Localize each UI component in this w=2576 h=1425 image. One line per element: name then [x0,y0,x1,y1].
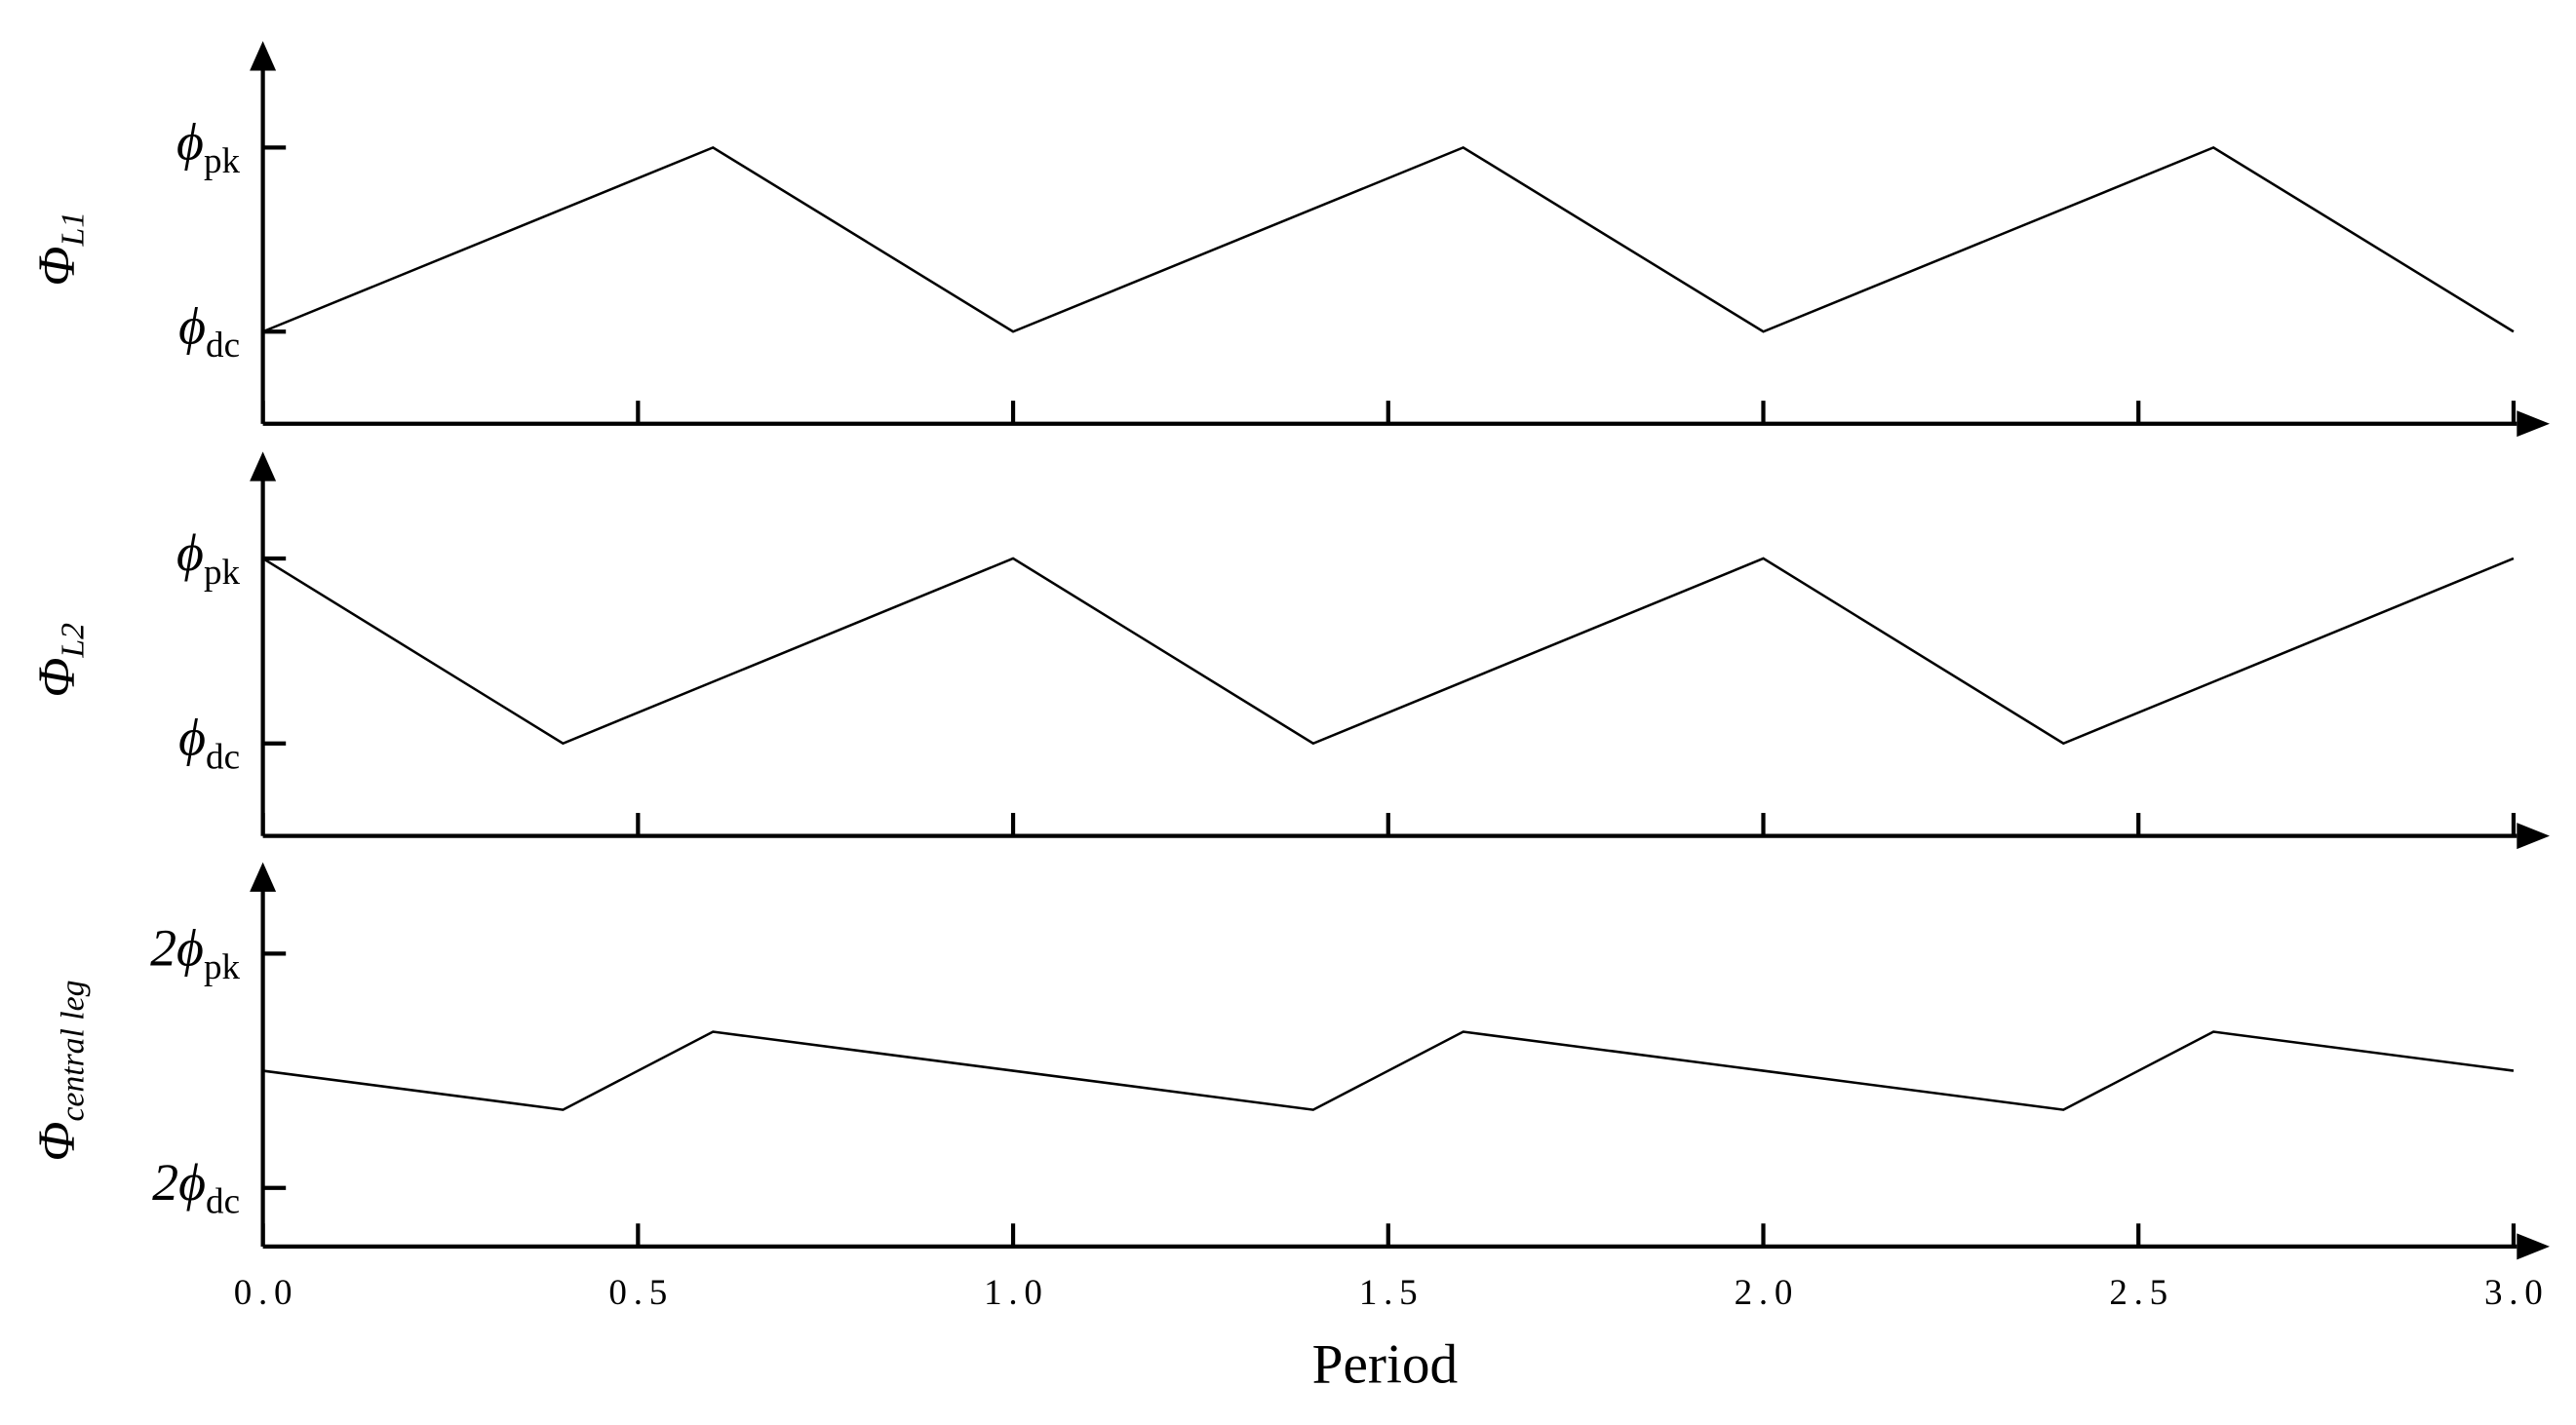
x-tick-label: 1.5 [1359,1273,1425,1313]
y-tick-label: ϕdc [178,709,240,777]
x-axis-arrow [2517,823,2551,850]
y-tick-subscript: pk [204,947,241,987]
y-tick-symbol: ϕ [176,113,204,172]
x-tick-label: 1.0 [984,1273,1049,1313]
data-line [262,1030,2515,1111]
y-axis-label: ΦL2 [27,623,91,698]
y-tick-label: 2ϕdc [152,1153,240,1221]
y-axis-label: Φcentral leg [27,981,91,1162]
y-tick-subscript: dc [206,326,240,366]
y-tick-symbol: 2ϕ [150,919,204,978]
y-label-symbol: Φ [27,247,86,287]
x-tick-label: 2.0 [1735,1273,1800,1313]
y-tick-symbol: ϕ [176,523,204,582]
x-tick-label: 0.5 [608,1273,674,1313]
y-tick-label: ϕpk [176,523,240,592]
x-axis-label: Period [1312,1333,1459,1395]
x-tick-label: 0.0 [234,1273,299,1313]
y-tick-symbol: ϕ [178,297,206,356]
y-label-symbol: Φ [27,658,86,698]
y-axis-arrow [250,451,277,481]
y-label-subscript: L1 [55,212,91,248]
y-tick-subscript: pk [204,141,241,181]
y-tick-subscript: dc [206,737,240,777]
y-label-symbol: Φ [27,1122,86,1162]
y-tick-label: ϕpk [176,113,240,181]
x-axis-arrow [2517,1233,2551,1260]
x-axis-arrow [2517,410,2551,438]
y-label-subscript: central leg [55,981,91,1122]
x-tick-label: 3.0 [2484,1273,2550,1313]
y-axis-arrow [250,41,277,71]
y-label-subscript: L2 [55,623,91,659]
y-axis-label: ΦL1 [27,212,91,287]
y-tick-symbol: ϕ [178,709,206,767]
y-tick-subscript: pk [204,552,241,592]
y-tick-symbol: 2ϕ [152,1153,206,1212]
data-line [262,145,2515,333]
y-axis-arrow [250,862,277,892]
x-tick-label: 2.5 [2109,1273,2174,1313]
data-line [261,557,2515,746]
y-tick-subscript: dc [206,1181,240,1221]
y-tick-label: 2ϕpk [150,919,240,987]
y-tick-label: ϕdc [178,297,240,366]
